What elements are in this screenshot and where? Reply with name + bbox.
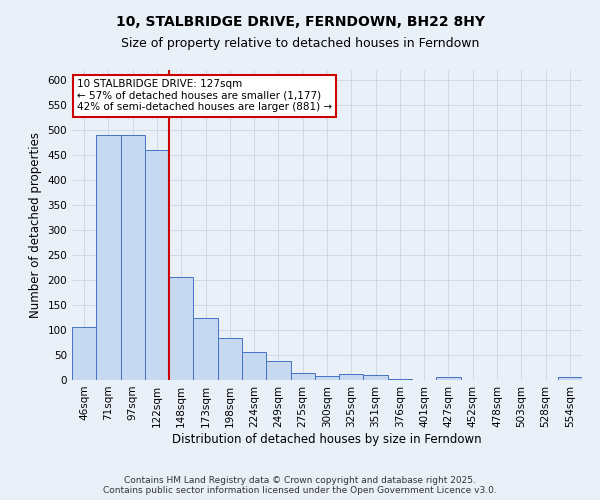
Y-axis label: Number of detached properties: Number of detached properties — [29, 132, 42, 318]
Bar — [121, 135, 145, 380]
Bar — [218, 338, 242, 380]
Bar — [266, 361, 290, 380]
Bar — [96, 135, 121, 380]
Bar — [436, 376, 461, 380]
Bar — [290, 372, 315, 380]
Bar — [388, 378, 412, 380]
Bar — [145, 150, 169, 380]
Text: Size of property relative to detached houses in Ferndown: Size of property relative to detached ho… — [121, 38, 479, 51]
Bar — [169, 276, 193, 380]
Text: 10 STALBRIDGE DRIVE: 127sqm
← 57% of detached houses are smaller (1,177)
42% of : 10 STALBRIDGE DRIVE: 127sqm ← 57% of det… — [77, 80, 332, 112]
X-axis label: Distribution of detached houses by size in Ferndown: Distribution of detached houses by size … — [172, 432, 482, 446]
Bar — [339, 374, 364, 380]
Text: Contains HM Land Registry data © Crown copyright and database right 2025.
Contai: Contains HM Land Registry data © Crown c… — [103, 476, 497, 495]
Bar — [193, 318, 218, 380]
Text: 10, STALBRIDGE DRIVE, FERNDOWN, BH22 8HY: 10, STALBRIDGE DRIVE, FERNDOWN, BH22 8HY — [115, 15, 485, 29]
Bar — [558, 377, 582, 380]
Bar — [315, 376, 339, 380]
Bar — [72, 327, 96, 380]
Bar — [242, 352, 266, 380]
Bar — [364, 375, 388, 380]
